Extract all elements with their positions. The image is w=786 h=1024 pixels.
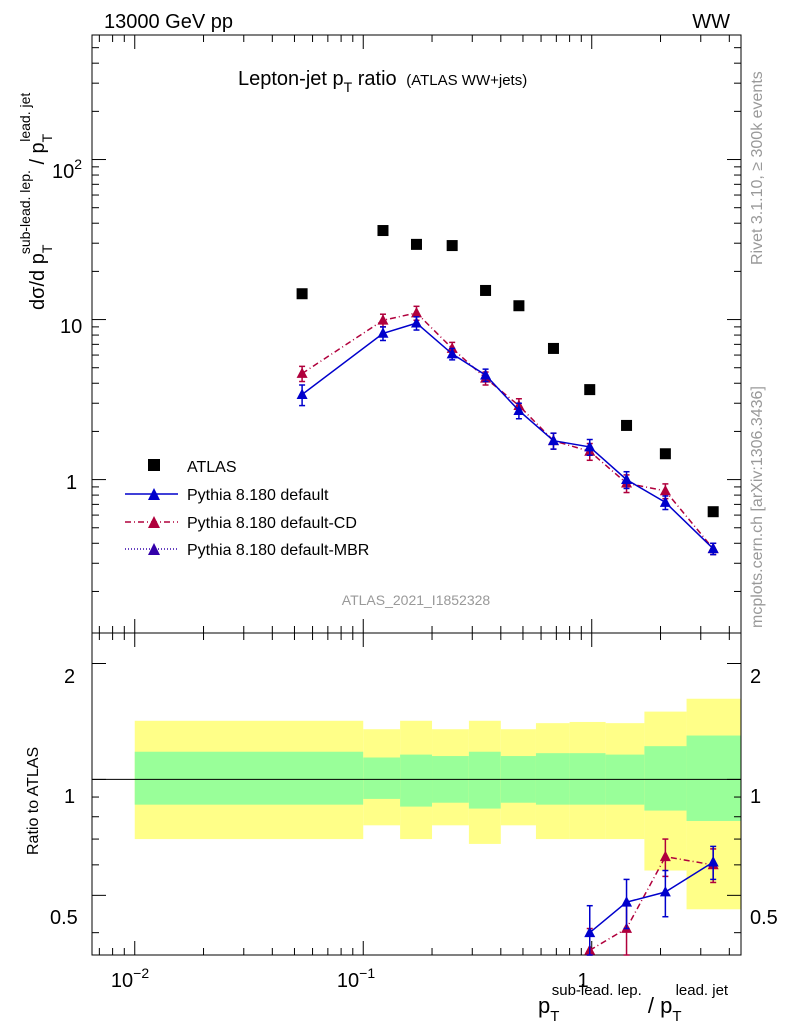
- energy-label: 13000 GeV pp: [104, 11, 233, 33]
- ratio-cd-point: [659, 850, 671, 862]
- ratio-tick-05-right: 0.5: [750, 907, 778, 929]
- legend-atlas-marker: [148, 459, 160, 471]
- legend: ATLAS Pythia 8.180 default Pythia 8.180 …: [125, 459, 369, 559]
- default-point: [446, 347, 458, 359]
- ratio-bands: [134, 698, 741, 910]
- atlas-point: [659, 448, 671, 460]
- y-tick-100: 102: [52, 156, 82, 183]
- atlas-point: [621, 419, 633, 431]
- title-main: Lepton-jet p: [238, 68, 344, 90]
- x-axis-label: pTsub-lead. lep. / pTlead. jet: [538, 982, 729, 1024]
- ratio-default-point: [584, 926, 596, 938]
- title-rest: ratio: [352, 68, 396, 90]
- title-small: (ATLAS WW+jets): [406, 72, 527, 89]
- band-inner-7: [569, 753, 606, 805]
- ratio-default-point: [707, 856, 719, 867]
- band-inner-0: [134, 751, 364, 805]
- default-point: [621, 473, 633, 484]
- band-inner-1: [363, 757, 401, 799]
- ratio-tick-2-left: 2: [64, 666, 75, 688]
- cd-point: [659, 484, 671, 496]
- atlas-point: [377, 225, 389, 237]
- analysis-id: ATLAS_2021_I1852328: [342, 592, 491, 608]
- atlas-point: [707, 506, 719, 518]
- atlas-point: [547, 342, 559, 354]
- rivet-label: Rivet 3.1.10, ≥ 300k events: [749, 71, 766, 265]
- title-sub: T: [344, 79, 353, 95]
- ratio-tick-1-left: 1: [64, 786, 75, 808]
- default-point: [410, 317, 422, 328]
- ratio-axis-label: Ratio to ATLAS: [25, 747, 42, 855]
- atlas-point: [513, 300, 525, 312]
- cd-point: [377, 314, 389, 325]
- atlas-point: [584, 384, 596, 396]
- legend-default-label: Pythia 8.180 default: [187, 487, 329, 504]
- ratio-default-point: [621, 896, 633, 907]
- x-tick-1: 10−1: [337, 965, 375, 992]
- ratio-frame: [91, 632, 742, 956]
- legend-mbr-marker: [148, 543, 160, 555]
- atlas-point: [480, 284, 492, 296]
- ratio-cd-line: [589, 855, 714, 951]
- legend-default-marker: [148, 488, 160, 500]
- mcplots-label: mcplots.cern.ch [arXiv:1306.3436]: [749, 386, 766, 628]
- default-point: [296, 388, 308, 399]
- x-tick-2: 1: [577, 970, 588, 992]
- legend-cd-marker: [148, 516, 160, 528]
- axis-ticks: [92, 34, 741, 955]
- y-tick-1: 1: [66, 472, 77, 494]
- band-inner-6: [535, 753, 570, 805]
- default-point: [547, 434, 559, 446]
- y-axis-label: dσ/d pTsub-lead. lep. / pTlead. jet: [17, 93, 55, 310]
- process-label: WW: [692, 11, 730, 33]
- ratio-default-line: [589, 861, 714, 934]
- band-inner-10: [686, 735, 741, 821]
- legend-cd-label: Pythia 8.180 default-CD: [187, 515, 357, 532]
- default-point: [659, 496, 671, 507]
- default-point: [480, 369, 492, 380]
- ratio-tick-05-left: 0.5: [50, 907, 78, 929]
- band-inner-2: [400, 754, 433, 807]
- atlas-point: [410, 238, 422, 250]
- chart-title: Lepton-jet pT ratio (ATLAS WW+jets): [238, 68, 527, 95]
- cd-point: [296, 367, 308, 378]
- y-tick-10: 10: [60, 316, 82, 338]
- default-point: [377, 327, 389, 338]
- ratio-default-point: [659, 885, 671, 897]
- legend-mbr-label: Pythia 8.180 default-MBR: [187, 542, 369, 559]
- atlas-point: [296, 288, 308, 300]
- atlas-point: [446, 240, 458, 252]
- ratio-tick-2-right: 2: [750, 666, 761, 688]
- data-series: [296, 225, 719, 956]
- band-inner-4: [468, 751, 501, 809]
- default-point: [513, 404, 525, 415]
- band-inner-9: [644, 746, 687, 811]
- default-point: [707, 542, 719, 554]
- cd-point: [410, 306, 422, 318]
- default-point: [584, 440, 596, 452]
- legend-atlas-label: ATLAS: [187, 459, 237, 476]
- cd-point: [446, 342, 458, 353]
- x-tick-0: 10−2: [111, 965, 149, 992]
- default-line: [301, 322, 714, 550]
- ratio-tick-1-right: 1: [750, 786, 761, 808]
